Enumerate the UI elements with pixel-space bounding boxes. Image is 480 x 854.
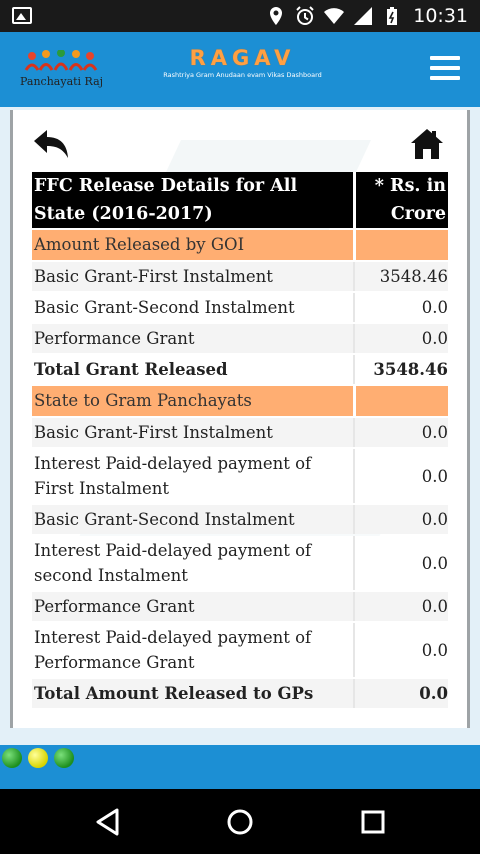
nav-home-icon[interactable] [225,807,255,837]
total-value: 0.0 [353,679,448,708]
app-header: Panchayati Raj RAGAV Rashtriya Gram Anud… [0,32,480,107]
back-arrow-icon[interactable] [32,128,70,162]
table-row: Interest Paid-delayed payment of Perform… [32,623,448,677]
row-label: Performance Grant [32,592,353,621]
app-footer [0,745,480,789]
table-row: Basic Grant-First Instalment 0.0 [32,418,448,447]
row-value: 0.0 [353,505,448,534]
hamburger-menu-icon[interactable] [430,56,460,82]
row-label: Basic Grant-First Instalment [32,262,353,291]
battery-icon [387,7,398,25]
nav-recent-apps-icon[interactable] [358,807,388,837]
logo-text: Panchayati Raj [20,75,104,88]
section-heading-row: State to Gram Panchayats [32,386,448,416]
row-value: 0.0 [353,449,448,503]
alarm-icon [296,6,314,25]
green-dot-icon [2,748,22,768]
row-value: 3548.46 [353,262,448,291]
home-icon[interactable] [409,127,445,161]
brand-title: RAGAV [189,46,296,70]
row-label: Interest Paid-delayed payment of second … [32,536,353,590]
nav-back-icon[interactable] [93,807,123,837]
row-label: Interest Paid-delayed payment of Perform… [32,623,353,677]
location-icon [270,7,283,25]
status-time: 10:31 [413,5,468,27]
table-row: Basic Grant-First Instalment 3548.46 [32,262,448,291]
section-heading-row: Amount Released by GOI [32,230,448,260]
navigation-bar [0,789,480,854]
row-label: Basic Grant-First Instalment [32,418,353,447]
logo-people-icon [24,50,98,71]
row-value: 0.0 [353,623,448,677]
signal-icon [354,7,373,25]
row-value: 0.0 [353,418,448,447]
section-heading: Amount Released by GOI [32,230,353,260]
table-title: FFC Release Details for All State (2016-… [32,172,353,228]
wifi-icon [324,8,345,24]
content-panel: FFC Release Details for All State (2016-… [10,110,470,728]
row-value: 0.0 [353,592,448,621]
release-details-table: FFC Release Details for All State (2016-… [32,170,448,710]
row-label: Interest Paid-delayed payment of First I… [32,449,353,503]
table-row: Performance Grant 0.0 [32,592,448,621]
brand: RAGAV Rashtriya Gram Anudaan evam Vikas … [145,46,340,79]
table-row: Basic Grant-Second Instalment 0.0 [32,293,448,322]
status-bar: 10:31 [0,0,480,32]
brand-subtitle: Rashtriya Gram Anudaan evam Vikas Dashbo… [163,71,322,79]
row-value: 0.0 [353,293,448,322]
table-row: Performance Grant 0.0 [32,324,448,353]
row-label: Basic Grant-Second Instalment [32,293,353,322]
row-label: Performance Grant [32,324,353,353]
table-row: Interest Paid-delayed payment of second … [32,536,448,590]
panchayati-raj-logo[interactable]: Panchayati Raj [18,46,104,96]
yellow-dot-icon [28,748,48,768]
total-row: Total Amount Released to GPs 0.0 [32,679,448,708]
row-value: 0.0 [353,536,448,590]
table-row: Basic Grant-Second Instalment 0.0 [32,505,448,534]
section-heading: State to Gram Panchayats [32,386,353,416]
total-label: Total Grant Released [32,355,353,384]
green-dot-icon [54,748,74,768]
table-row: Interest Paid-delayed payment of First I… [32,449,448,503]
table-unit: * Rs. in Crore [353,172,448,228]
total-label: Total Amount Released to GPs [32,679,353,708]
total-value: 3548.46 [353,355,448,384]
row-value: 0.0 [353,324,448,353]
table-header-row: FFC Release Details for All State (2016-… [32,172,448,228]
total-row: Total Grant Released 3548.46 [32,355,448,384]
row-label: Basic Grant-Second Instalment [32,505,353,534]
image-icon [12,7,32,24]
